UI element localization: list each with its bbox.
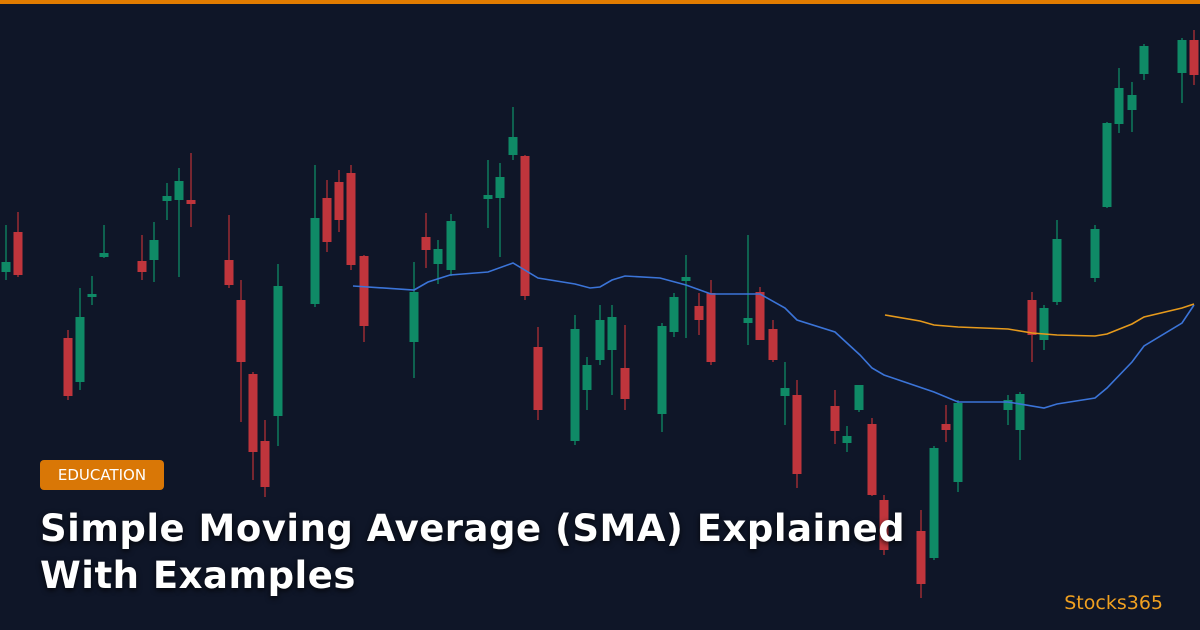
sma-line-short: [352, 262, 1195, 409]
category-badge: EDUCATION: [40, 460, 164, 490]
brand-name: Stocks365: [1064, 592, 1163, 614]
article-title: Simple Moving Average (SMA) Explained Wi…: [40, 507, 906, 597]
green-wicks: [5, 38, 1183, 560]
green-bodies: [1, 40, 1187, 558]
sma-line-long: [884, 303, 1195, 337]
red-bodies: [13, 40, 1199, 584]
top-bar: [0, 0, 1200, 4]
